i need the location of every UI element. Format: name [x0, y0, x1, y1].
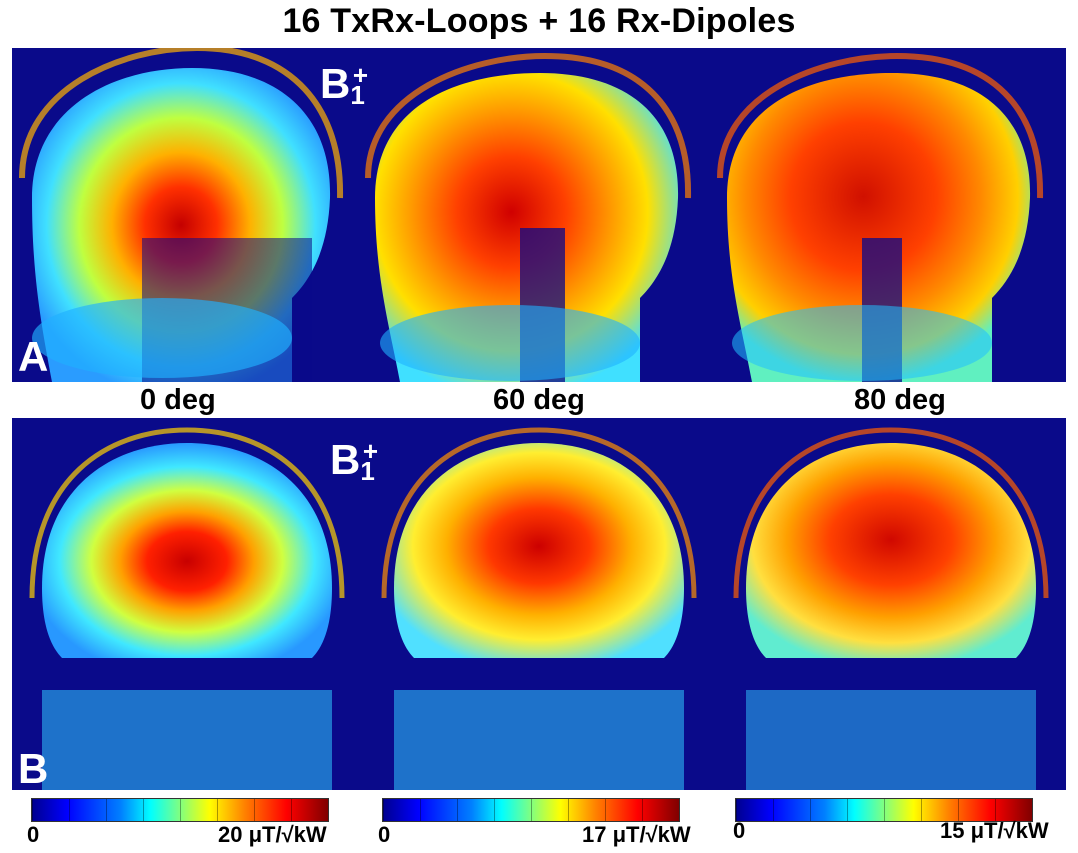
- colorbar-max-label-60deg: 17 μT/√kW: [582, 822, 691, 847]
- panel-letter-a: A: [18, 333, 49, 380]
- colorbar-min-label-60deg: 0: [378, 822, 391, 847]
- colorbar-80deg: [735, 798, 1033, 822]
- b1-plus-label-b: B1+: [330, 436, 378, 486]
- figure-title: 16 TxRx-Loops + 16 Rx-Dipoles: [282, 2, 796, 40]
- colorbar-ticks: [383, 799, 679, 821]
- colorbar-ticks: [32, 799, 328, 821]
- sagittal-map-0deg: [19, 48, 344, 382]
- angle-label-80: 80 deg: [854, 384, 946, 416]
- colorbar-min-label-0deg: 0: [27, 822, 40, 847]
- colorbar-ticks: [736, 799, 1032, 821]
- sagittal-map-60deg: [365, 52, 692, 382]
- coronal-map-0deg: [29, 427, 345, 790]
- coronal-map-80deg: [733, 427, 1049, 790]
- sagittal-map-80deg: [717, 52, 1044, 382]
- colorbar-60deg: [382, 798, 680, 822]
- angle-label-60: 60 deg: [493, 384, 585, 416]
- colorbar-0deg: [31, 798, 329, 822]
- colorbar-max-label-0deg: 20 μT/√kW: [218, 822, 327, 847]
- coronal-map-60deg: [381, 427, 697, 790]
- panel-a-sagittal: A B1+: [12, 48, 1066, 382]
- angle-label-0: 0 deg: [140, 384, 216, 416]
- panel-b-coronal: B B1+: [12, 418, 1066, 790]
- b1-plus-label-a: B1+: [320, 60, 368, 110]
- colorbar-max-label-80deg: 15 μT/√kW: [940, 818, 1049, 843]
- colorbar-min-label-80deg: 0: [733, 818, 746, 843]
- panel-letter-b: B: [18, 745, 49, 790]
